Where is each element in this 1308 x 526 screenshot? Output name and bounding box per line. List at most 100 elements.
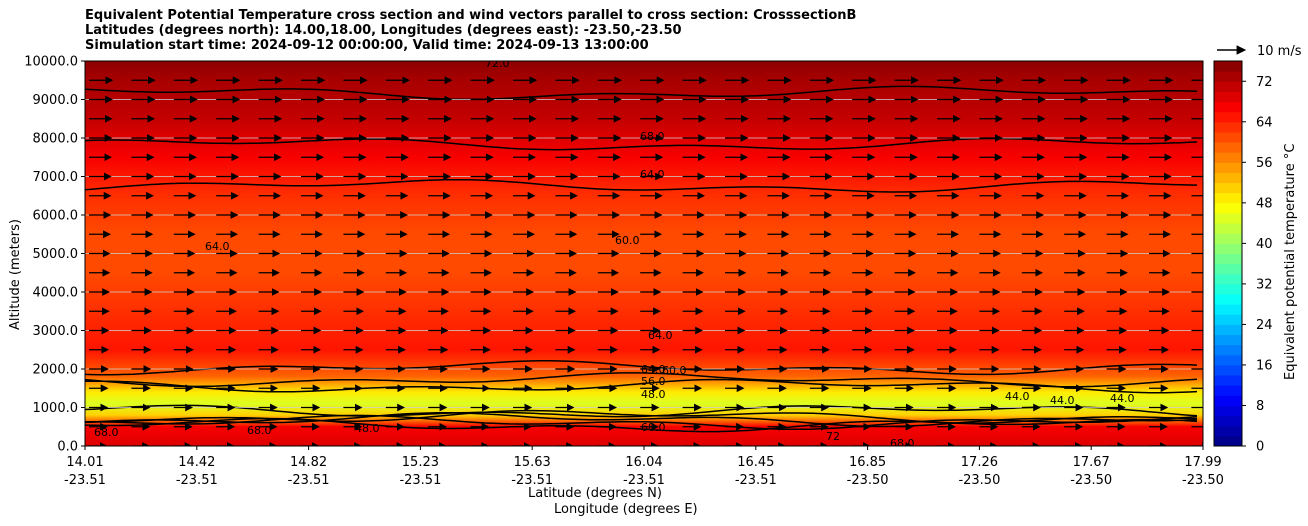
contour-label: 64.0 (640, 168, 665, 181)
colorbar-segment (1214, 314, 1242, 325)
y-tick-label: 3000.0 (33, 324, 79, 339)
colorbar-segment (1214, 172, 1242, 184)
x-tick-label-lat: 14.42 (178, 455, 215, 470)
colorbar-segment (1214, 101, 1242, 113)
contour-line (85, 414, 1198, 431)
y-tick-label: 1000.0 (33, 401, 79, 416)
x-tick-label-lon: -23.51 (735, 473, 777, 488)
y-tick-label: 9000.0 (33, 93, 79, 108)
colorbar-frame (1213, 60, 1243, 447)
y-tick-label: 2000.0 (33, 363, 79, 378)
contour-line (85, 417, 1198, 433)
contour-line (85, 372, 1198, 388)
x-tick-label-lon: -23.51 (288, 473, 330, 488)
colorbar-segment (1214, 71, 1242, 82)
contour-label: 60.0 (615, 234, 640, 247)
colorbar-tick-label: 72 (1256, 75, 1273, 90)
x-tick-label-lat: 16.45 (737, 455, 774, 470)
colorbar-segment (1214, 142, 1242, 153)
colorbar-segment (1214, 435, 1242, 447)
x-tick-label-lat: 17.26 (961, 455, 998, 470)
x-tick-label-lon: -23.51 (176, 473, 218, 488)
x-tick-label-lat: 14.01 (66, 455, 103, 470)
colorbar-segment (1214, 344, 1242, 356)
y-tick-label: 0.0 (57, 440, 78, 455)
x-tick-label-lat: 16.85 (849, 455, 886, 470)
contour-label: 64.0 (648, 329, 673, 342)
x-tick-label-lat: 17.67 (1073, 455, 1110, 470)
contour-labels: 72.068.064.064.0 60.064.064.060.056.048.0… (94, 57, 1135, 450)
wind-vectors (89, 76, 1203, 446)
y-tick-label: 10000.0 (24, 55, 78, 70)
contour-lines (85, 85, 1198, 433)
contour-label: 68.0 (94, 426, 119, 439)
y-tick-label: 4000.0 (33, 286, 79, 301)
x-axis-label-lon: Longitude (degrees E) (554, 502, 698, 517)
colorbar-segment (1214, 354, 1242, 366)
contour-line (85, 412, 1198, 428)
y-tick-label: 6000.0 (33, 209, 79, 224)
colorbar-segment (1214, 243, 1242, 254)
x-tick-label-lat: 16.04 (625, 455, 662, 470)
contour-label: 64.0 (641, 363, 666, 376)
colorbar-tick-label: 24 (1256, 318, 1273, 333)
x-tick-label-lon: -23.51 (64, 473, 106, 488)
colorbar-segment (1214, 304, 1242, 315)
y-axis-label: Altitude (meters) (8, 219, 23, 330)
colorbar-tick-label: 8 (1256, 399, 1264, 414)
x-axis-label-lat: Latitude (degrees N) (528, 486, 662, 501)
colorbar-segment (1214, 395, 1242, 406)
colorbar-segment (1214, 375, 1242, 386)
colorbar-segment (1214, 294, 1242, 305)
colorbar-segment (1214, 81, 1242, 92)
colorbar-segment (1214, 233, 1242, 244)
x-tick-label-lon: -23.50 (1182, 473, 1224, 488)
colorbar-segment (1214, 162, 1242, 173)
contour-label: 68.0 (640, 130, 665, 143)
colorbar-segment (1214, 425, 1242, 437)
colorbar-segment (1214, 324, 1242, 336)
x-tick-label-lat: 17.99 (1184, 455, 1221, 470)
colorbar-segment (1214, 253, 1242, 265)
contour-label: 48.0 (641, 388, 666, 401)
x-tick-label-lat: 15.63 (514, 455, 551, 470)
colorbar-segment (1214, 152, 1242, 163)
x-tick-label-lon: -23.50 (847, 473, 889, 488)
y-tick-label: 5000.0 (33, 247, 79, 262)
colorbar-segment (1214, 91, 1242, 103)
colorbar-segment (1214, 111, 1242, 123)
x-tick-label-lat: 15.23 (402, 455, 439, 470)
y-tick-label: 7000.0 (33, 170, 79, 185)
colorbar-tick-label: 40 (1256, 237, 1273, 252)
title-line-3: Simulation start time: 2024-09-12 00:00:… (85, 38, 649, 53)
contour-label: 48.0 (355, 422, 380, 435)
contour-line (85, 178, 1198, 193)
contour-label: 68.0 (890, 437, 915, 450)
colorbar-segment (1214, 131, 1242, 143)
x-tick-label-lon: -23.50 (958, 473, 1000, 488)
colorbar-segment (1214, 192, 1242, 204)
contour-line (85, 360, 1198, 376)
contour-label: 56.0 (641, 375, 666, 388)
colorbar-tick-label: 16 (1256, 358, 1273, 373)
contour-label: 68.0 (247, 424, 272, 437)
title-line-1: Equivalent Potential Temperature cross s… (85, 8, 857, 23)
x-tick-label-lat: 14.82 (290, 455, 327, 470)
x-axis: 14.01 -23.51 14.42 -23.51 14.82 -23.51 15.23 -2… (64, 446, 1224, 488)
y-tick-label: 8000.0 (33, 132, 79, 147)
y-axis: 0.0 1000.0 2000.0 3000.0 4000.0 5000.0 6000.0 7… (24, 55, 85, 455)
contour-label: 60.0 (662, 364, 687, 377)
x-tick-label-lon: -23.51 (511, 473, 553, 488)
colorbar-segment (1214, 385, 1242, 396)
colorbar-segment (1214, 263, 1242, 275)
quiver-key: 10 m/s (1217, 44, 1302, 59)
contour-label: 72.0 (485, 57, 510, 70)
colorbar-tick-label: 48 (1256, 196, 1273, 211)
colorbar-tick-label: 32 (1256, 277, 1273, 292)
contour-label: 64.0 (205, 240, 230, 253)
contour-line (85, 137, 1198, 151)
contour-line (85, 85, 1198, 101)
x-tick-label-lon: -23.50 (1070, 473, 1112, 488)
quiver-key-label: 10 m/s (1257, 44, 1302, 59)
colorbar-segment (1214, 182, 1242, 194)
